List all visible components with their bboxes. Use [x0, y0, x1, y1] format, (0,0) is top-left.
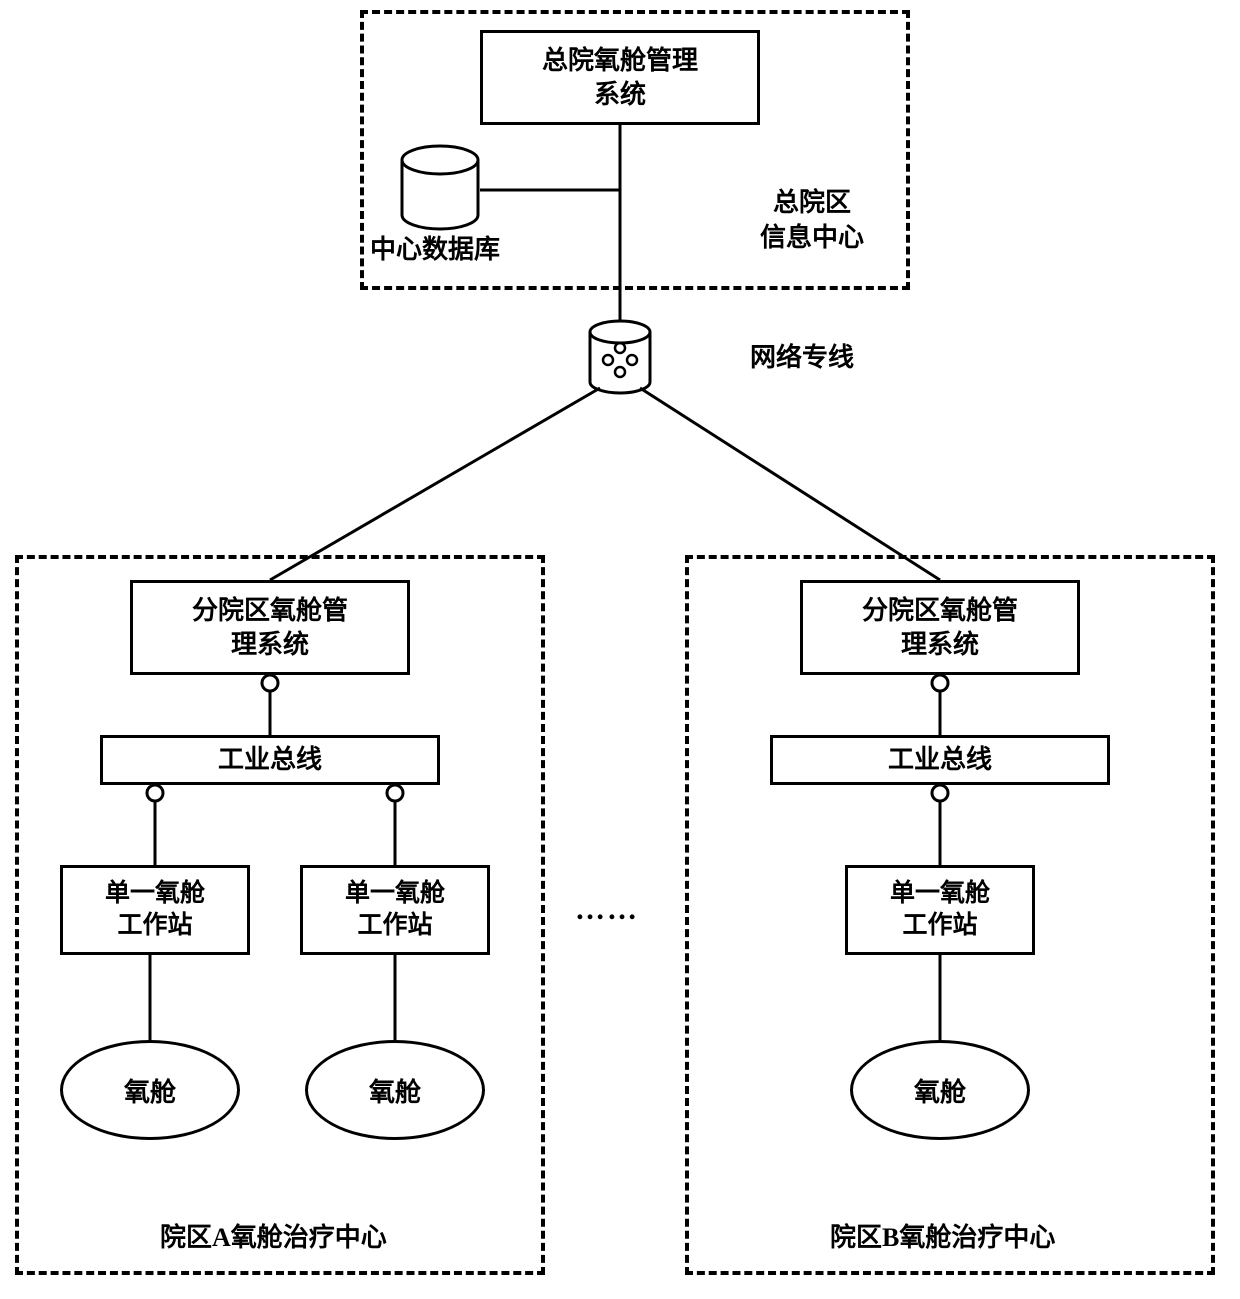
central-database-label: 中心数据库	[370, 232, 500, 267]
industrial-bus-a-label: 工业总线	[218, 743, 322, 777]
network-hub-icon	[590, 321, 650, 393]
chamber-a2-label: 氧舱	[369, 1072, 421, 1109]
oxygen-chamber-a2: 氧舱	[305, 1040, 485, 1140]
chamber-b-label: 氧舱	[914, 1072, 966, 1109]
ellipsis-dots: ……	[575, 890, 639, 931]
network-line-label: 网络专线	[750, 340, 854, 375]
diagram-canvas: 总院氧舱管理系统 中心数据库 总院区信息中心 网络专线 分院区氧舱管理系统 分院…	[0, 0, 1240, 1299]
workstation-a2: 单一氧舱工作站	[300, 865, 490, 955]
main-management-label: 总院氧舱管理系统	[542, 44, 698, 112]
oxygen-chamber-b: 氧舱	[850, 1040, 1030, 1140]
branch-b-management-label: 分院区氧舱管理系统	[862, 594, 1018, 662]
main-region-label: 总院区信息中心	[760, 185, 864, 255]
industrial-bus-a: 工业总线	[100, 735, 440, 785]
workstation-b-label: 单一氧舱工作站	[890, 878, 990, 943]
region-b-label: 院区B氧舱治疗中心	[830, 1220, 1055, 1255]
industrial-bus-b-label: 工业总线	[888, 743, 992, 777]
industrial-bus-b: 工业总线	[770, 735, 1110, 785]
branch-a-management-system: 分院区氧舱管理系统	[130, 580, 410, 675]
branch-a-management-label: 分院区氧舱管理系统	[192, 594, 348, 662]
region-a-label: 院区A氧舱治疗中心	[160, 1220, 387, 1255]
chamber-a1-label: 氧舱	[124, 1072, 176, 1109]
main-management-system: 总院氧舱管理系统	[480, 30, 760, 125]
branch-b-management-system: 分院区氧舱管理系统	[800, 580, 1080, 675]
workstation-a2-label: 单一氧舱工作站	[345, 878, 445, 943]
oxygen-chamber-a1: 氧舱	[60, 1040, 240, 1140]
workstation-a1: 单一氧舱工作站	[60, 865, 250, 955]
workstation-b: 单一氧舱工作站	[845, 865, 1035, 955]
workstation-a1-label: 单一氧舱工作站	[105, 878, 205, 943]
